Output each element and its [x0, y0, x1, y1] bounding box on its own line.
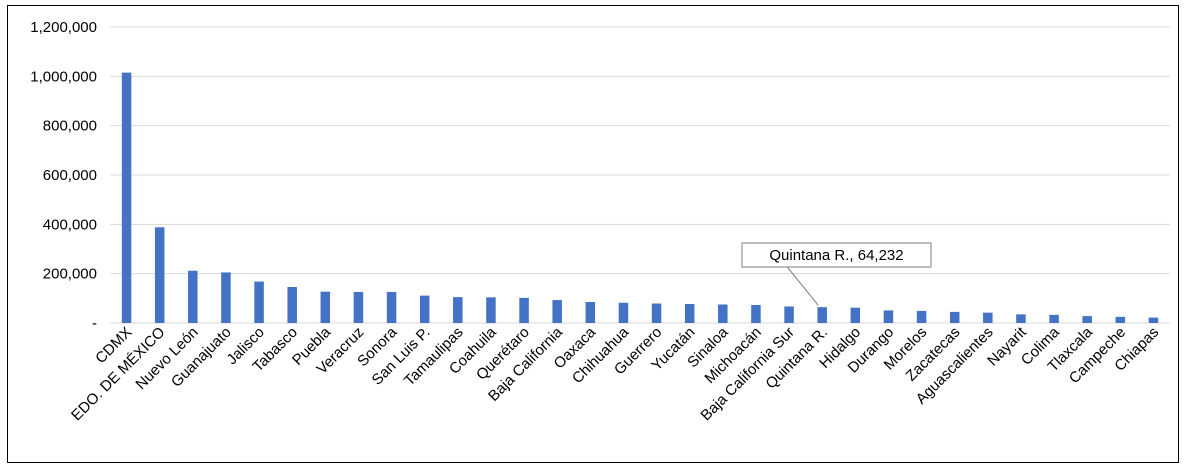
- bar: [287, 286, 297, 323]
- bar: [386, 291, 397, 323]
- bar: [1016, 314, 1026, 323]
- bar: [486, 297, 496, 323]
- y-tick-label: -: [92, 315, 97, 332]
- callout-box: [741, 242, 932, 268]
- bar: [1148, 317, 1159, 323]
- bar: [552, 300, 562, 323]
- bar: [751, 304, 761, 323]
- y-tick-label: 400,000: [43, 216, 97, 233]
- y-tick-label: 600,000: [43, 167, 97, 184]
- chart-frame: - 200,000 400,000 600,000 800,000 1,000,000 1,…: [7, 5, 1179, 463]
- bar: [519, 297, 529, 323]
- bar: [1082, 316, 1092, 323]
- bar: [1049, 314, 1059, 323]
- bar: [983, 312, 993, 323]
- bar: [121, 72, 132, 323]
- data-callout: Quintana R., 64,232: [741, 242, 932, 306]
- bar: [784, 306, 794, 323]
- bar: [817, 307, 827, 323]
- bar: [850, 307, 861, 323]
- callout-leader-line: [786, 266, 819, 306]
- bar: [1115, 316, 1126, 323]
- bar: [188, 270, 198, 323]
- bar: [353, 291, 364, 323]
- bar: [718, 304, 728, 323]
- bar: [453, 297, 463, 323]
- y-tick-label: 200,000: [43, 266, 97, 283]
- y-tick-label: 1,000,000: [30, 68, 97, 85]
- bar: [916, 310, 927, 323]
- bar: [585, 302, 596, 323]
- bars: [121, 72, 1159, 323]
- gridlines: [110, 26, 1170, 324]
- bar: [618, 302, 629, 323]
- y-tick-label: 1,200,000: [30, 19, 97, 36]
- bar: [949, 311, 960, 323]
- y-tick-label: 800,000: [43, 118, 97, 135]
- bar: [254, 281, 264, 323]
- bar: [651, 303, 662, 323]
- bar: [154, 227, 165, 323]
- bar: [684, 304, 695, 323]
- bar: [883, 310, 894, 323]
- bar: [221, 272, 231, 323]
- y-axis-tick-labels: - 200,000 400,000 600,000 800,000 1,000,000 1,…: [30, 19, 97, 332]
- callout-label: Quintana R., 64,232: [769, 247, 903, 264]
- bar-chart: - 200,000 400,000 600,000 800,000 1,000,000 1,…: [30, 19, 1170, 424]
- bar: [320, 291, 331, 323]
- bar: [419, 295, 430, 323]
